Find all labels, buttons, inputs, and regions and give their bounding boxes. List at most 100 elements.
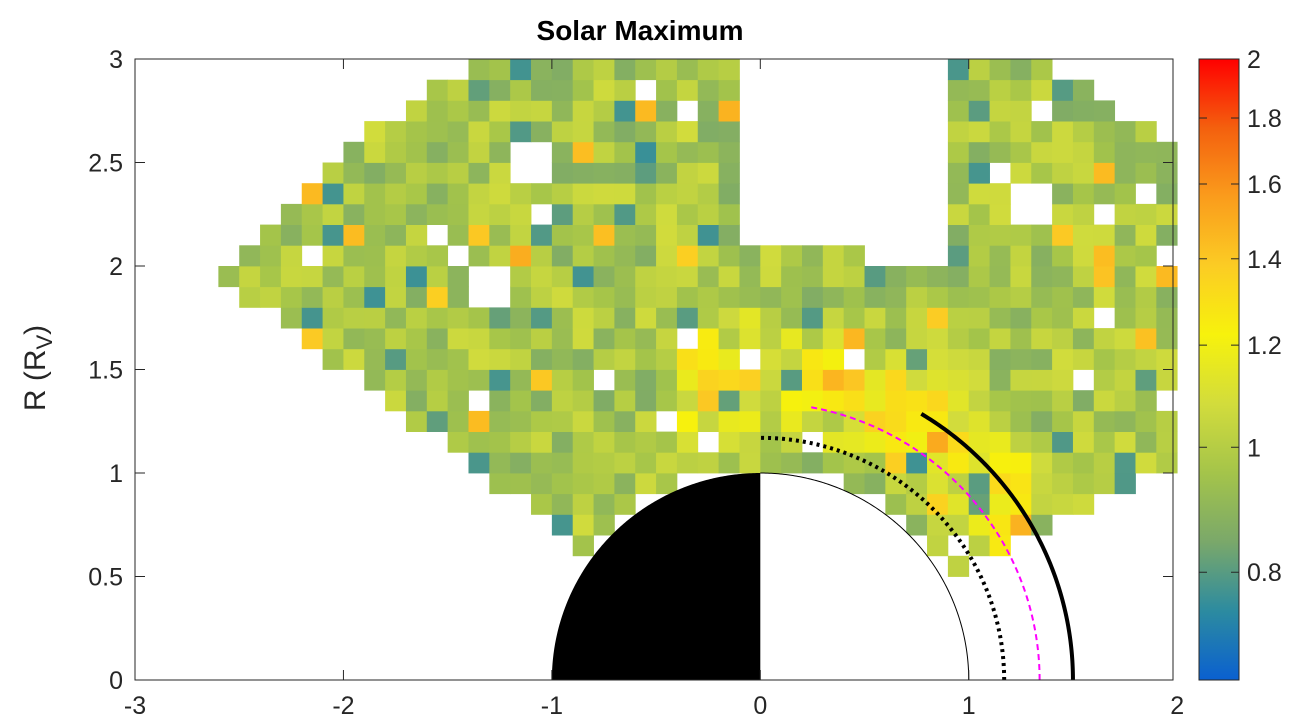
heatmap-cell [1115,183,1136,204]
heatmap-cell [1094,245,1115,266]
heatmap-cell [969,266,990,287]
heatmap-cell [531,494,552,515]
heatmap-cell [385,183,406,204]
heatmap-cell [1094,328,1115,349]
heatmap-cell [656,452,677,473]
heatmap-cell [552,266,573,287]
heatmap-cell [1156,349,1177,370]
y-axis-label: R (RV) [19,325,57,411]
heatmap-cell [448,121,469,142]
x-tick-label: 2 [1170,692,1184,717]
heatmap-cell [739,266,760,287]
heatmap-cell [635,59,656,80]
heatmap-cell [698,142,719,163]
heatmap-cell [719,328,740,349]
heatmap-cell [594,163,615,184]
heatmap-cell [677,266,698,287]
heatmap-cell [969,204,990,225]
heatmap-cell [1052,432,1073,453]
heatmap-cell [865,473,886,494]
heatmap-cell [948,204,969,225]
heatmap-cell [1094,266,1115,287]
heatmap-cell [656,349,677,370]
heatmap-cell [468,183,489,204]
heatmap-cell [1135,121,1156,142]
heatmap-cell [990,225,1011,246]
heatmap-cell [1135,266,1156,287]
heatmap-cell [656,328,677,349]
heatmap-cell [698,307,719,328]
x-tick-label: 0 [753,692,767,717]
heatmap-cell [281,225,302,246]
heatmap-cell [489,370,510,391]
heatmap-cell [531,121,552,142]
heatmap-cell [990,349,1011,370]
heatmap-cell [406,370,427,391]
heatmap-cell [531,245,552,266]
heatmap-cell [865,328,886,349]
heatmap-cell [885,370,906,391]
heatmap-cell [677,432,698,453]
heatmap-cell [552,225,573,246]
heatmap-cell [927,328,948,349]
colorbar-tick-label: 1.4 [1247,246,1282,274]
heatmap-cell [1135,370,1156,391]
colorbar-tick-label: 1.8 [1247,105,1282,133]
y-axis-label-subscript: V [32,335,57,350]
heatmap-cell [1031,370,1052,391]
heatmap-cell [719,121,740,142]
heatmap-cell [552,100,573,121]
heatmap-cell [781,432,802,453]
heatmap-cell [468,121,489,142]
heatmap-cell [781,328,802,349]
heatmap-cell [1052,452,1073,473]
heatmap-cell [406,142,427,163]
heatmap-cell [1115,328,1136,349]
heatmap-cell [239,266,260,287]
heatmap-cell [427,370,448,391]
heatmap-cell [1115,204,1136,225]
heatmap-cell [427,287,448,308]
heatmap-cell [510,183,531,204]
heatmap-cell [427,163,448,184]
heatmap-cell [364,349,385,370]
heatmap-cell [1094,163,1115,184]
heatmap-cell [635,452,656,473]
heatmap-cell [739,245,760,266]
heatmap-cell [552,390,573,411]
heatmap-cell [552,328,573,349]
heatmap-cell [927,535,948,556]
heatmap-cell [614,307,635,328]
heatmap-cell [865,266,886,287]
heatmap-cell [614,432,635,453]
heatmap-cell [969,535,990,556]
heatmap-cell [948,225,969,246]
heatmap-cell [969,225,990,246]
heatmap-cell [1052,142,1073,163]
heatmap-cell [1094,100,1115,121]
heatmap-cell [489,204,510,225]
heatmap-cell [552,370,573,391]
heatmap-cell [406,390,427,411]
heatmap-cell [990,287,1011,308]
heatmap-cell [614,370,635,391]
heatmap-cell [739,370,760,391]
heatmap-cell [573,100,594,121]
heatmap-cell [760,411,781,432]
heatmap-cell [1115,307,1136,328]
heatmap-cell [1115,349,1136,370]
heatmap-cell [448,328,469,349]
heatmap-cell [698,245,719,266]
heatmap-cell [531,411,552,432]
heatmap-cell [739,287,760,308]
heatmap-cell [594,452,615,473]
heatmap-cell [990,266,1011,287]
heatmap-cell [489,432,510,453]
heatmap-cell [614,287,635,308]
heatmap-cell [990,142,1011,163]
heatmap-cell [927,452,948,473]
heatmap-cell [594,307,615,328]
heatmap-cell [1052,328,1073,349]
heatmap-cell [1010,452,1031,473]
heatmap-cell [802,349,823,370]
